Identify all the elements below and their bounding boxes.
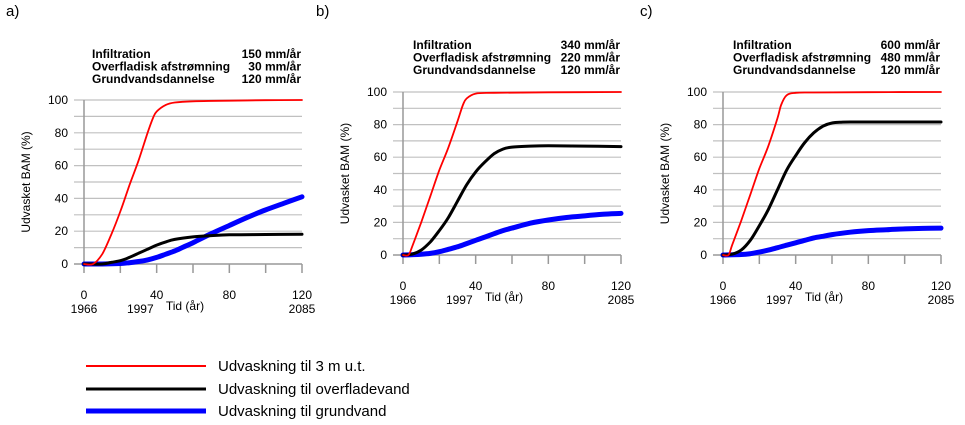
series-3m-line [722, 91, 942, 257]
info-label: Overfladisk afstrømning [733, 51, 871, 65]
x-axis-label: Tid (år) [805, 290, 843, 304]
panel-label: b) [316, 3, 329, 20]
legend-label: Udvaskning til 3 m u.t. [218, 358, 366, 375]
y-tick-label: 100 [367, 85, 387, 99]
info-label: Grundvandsdannelse [413, 63, 536, 77]
info-value: 340 mm/år [561, 38, 621, 52]
year-label: 2085 [289, 302, 316, 316]
legend-label: Udvaskning til overfladevand [218, 381, 410, 398]
x-tick-label: 0 [720, 279, 727, 293]
y-tick-label: 20 [55, 224, 69, 238]
year-label: 2085 [608, 293, 635, 307]
series-overfladevand-line [401, 144, 623, 257]
legend-label: Udvaskning til grundvand [218, 403, 386, 420]
info-label: Overfladisk afstrømning [413, 51, 551, 65]
y-tick-label: 80 [694, 118, 708, 132]
x-tick-label: 120 [611, 279, 631, 293]
y-tick-label: 40 [374, 183, 388, 197]
series-3m-line [402, 91, 622, 257]
x-tick-label: 120 [292, 288, 312, 302]
y-axis-label: Udvasket BAM (%) [19, 131, 33, 232]
x-axis-label: Tid (år) [166, 299, 204, 313]
info-value: 480 mm/år [881, 51, 941, 65]
x-axis-label: Tid (år) [485, 290, 523, 304]
info-value: 120 mm/år [242, 72, 302, 86]
info-value: 150 mm/år [242, 47, 302, 61]
info-value: 30 mm/år [248, 60, 301, 74]
panel-label: c) [640, 3, 653, 20]
x-tick-label: 0 [400, 279, 407, 293]
y-tick-label: 60 [55, 159, 69, 173]
chart-panel-c: c) Infiltration 600 mm/år Overfladisk afstr… [640, 3, 955, 307]
y-tick-label: 20 [694, 215, 708, 229]
y-tick-label: 40 [55, 191, 69, 205]
x-tick-label: 80 [862, 279, 876, 293]
info-label: Infiltration [733, 38, 792, 52]
series-grundvand-line [81, 194, 305, 267]
year-label: 1997 [127, 302, 154, 316]
x-tick-label: 40 [150, 288, 164, 302]
year-label: 1966 [390, 293, 417, 307]
y-tick-label: 40 [694, 183, 708, 197]
y-tick-label: 0 [61, 257, 68, 271]
x-tick-label: 120 [931, 279, 951, 293]
y-axis-label: Udvasket BAM (%) [658, 123, 672, 224]
y-tick-label: 80 [374, 118, 388, 132]
y-tick-label: 60 [694, 150, 708, 164]
series-grundvand-line [720, 225, 944, 258]
y-tick-label: 0 [380, 248, 387, 262]
year-label: 1997 [446, 293, 473, 307]
series-overfladevand-line [82, 232, 304, 266]
chart-panel-a: a) Infiltration 150 mm/år Overfladisk afstr… [6, 3, 316, 316]
y-tick-label: 100 [687, 85, 707, 99]
y-tick-label: 80 [55, 126, 69, 140]
year-label: 1997 [766, 293, 793, 307]
legend-item-overfladevand: Udvaskning til overfladevand [86, 381, 410, 398]
x-tick-label: 80 [223, 288, 237, 302]
x-tick-label: 0 [81, 288, 88, 302]
year-label: 1966 [71, 302, 98, 316]
info-label: Infiltration [92, 47, 151, 61]
series-grundvand-line [400, 210, 624, 258]
x-tick-label: 80 [542, 279, 556, 293]
info-label: Grundvandsdannelse [92, 72, 215, 86]
x-tick-label: 40 [469, 279, 483, 293]
year-label: 2085 [928, 293, 955, 307]
y-axis-label: Udvasket BAM (%) [338, 123, 352, 224]
info-value: 120 mm/år [561, 63, 621, 77]
legend-item-grundvand: Udvaskning til grundvand [86, 403, 386, 420]
series-3m-line [83, 99, 303, 266]
info-value: 120 mm/år [881, 63, 941, 77]
info-value: 220 mm/år [561, 51, 621, 65]
y-tick-label: 60 [374, 150, 388, 164]
x-tick-label: 40 [789, 279, 803, 293]
info-label: Overfladisk afstrømning [92, 60, 230, 74]
info-value: 600 mm/år [881, 38, 941, 52]
y-tick-label: 20 [374, 215, 388, 229]
info-label: Infiltration [413, 38, 472, 52]
series-overfladevand-line [721, 120, 943, 257]
panel-label: a) [6, 3, 19, 20]
chart-panel-b: b) Infiltration 340 mm/år Overfladisk afstr… [316, 3, 635, 307]
y-tick-label: 100 [48, 93, 68, 107]
legend-item-3m: Udvaskning til 3 m u.t. [86, 358, 366, 375]
y-tick-label: 0 [700, 248, 707, 262]
info-label: Grundvandsdannelse [733, 63, 856, 77]
year-label: 1966 [710, 293, 737, 307]
legend: Udvaskning til 3 m u.t. Udvaskning til o… [86, 358, 410, 420]
